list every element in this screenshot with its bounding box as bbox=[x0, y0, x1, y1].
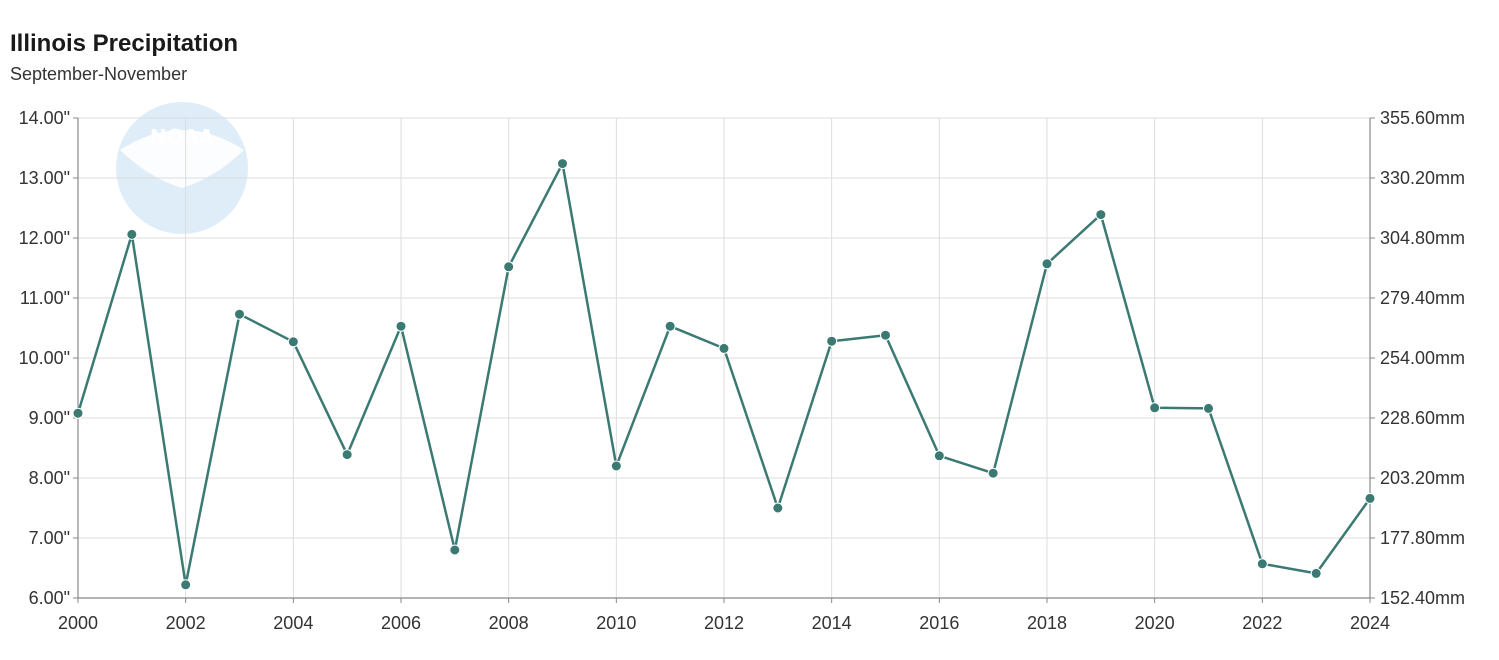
y-tick-label-left: 6.00" bbox=[29, 588, 70, 608]
data-point-2003[interactable] bbox=[234, 308, 245, 320]
x-tick-label: 2000 bbox=[58, 613, 98, 633]
data-point-2002[interactable] bbox=[180, 579, 192, 591]
y-tick-label-right: 203.20mm bbox=[1380, 468, 1465, 488]
y-tick-label-left: 10.00" bbox=[19, 348, 70, 368]
y-tick-label-right: 177.80mm bbox=[1380, 528, 1465, 548]
x-tick-label: 2010 bbox=[596, 613, 636, 633]
y-tick-label-right: 228.60mm bbox=[1380, 408, 1465, 428]
y-tick-label-left: 8.00" bbox=[29, 468, 70, 488]
x-tick-label: 2024 bbox=[1350, 613, 1390, 633]
grid-lines bbox=[77, 117, 1371, 599]
y-tick-label-left: 11.00" bbox=[20, 288, 70, 308]
x-tick-label: 2014 bbox=[812, 613, 852, 633]
data-point-2008[interactable] bbox=[503, 261, 515, 273]
data-point-2011[interactable] bbox=[664, 320, 676, 332]
x-tick-label: 2004 bbox=[273, 613, 313, 633]
data-point-2000[interactable] bbox=[72, 407, 84, 419]
y-tick-label-right: 254.00mm bbox=[1380, 348, 1465, 368]
y-tick-label-left: 12.00" bbox=[19, 228, 70, 248]
data-point-2021[interactable] bbox=[1203, 402, 1214, 414]
tick-labels: 6.00" 152.40mm 7.00" 177.80mm 8.00" 203.20mm 9… bbox=[19, 108, 1465, 633]
data-point-2001[interactable] bbox=[126, 228, 138, 240]
data-point-2006[interactable] bbox=[395, 320, 407, 332]
y-tick-label-right: 304.80mm bbox=[1380, 228, 1465, 248]
data-point-2024[interactable] bbox=[1364, 492, 1376, 504]
data-point-2018[interactable] bbox=[1041, 258, 1053, 270]
data-point-2005[interactable] bbox=[341, 449, 353, 461]
chart-subtitle: September-November bbox=[10, 64, 188, 84]
y-tick-label-left: 7.00" bbox=[29, 528, 70, 548]
data-point-2004[interactable] bbox=[287, 336, 299, 348]
y-tick-label-right: 355.60mm bbox=[1380, 108, 1465, 128]
data-point-2016[interactable] bbox=[933, 450, 945, 462]
data-point-2023[interactable] bbox=[1310, 567, 1322, 579]
x-tick-label: 2018 bbox=[1027, 613, 1067, 633]
data-point-2022[interactable] bbox=[1256, 558, 1268, 570]
axes bbox=[73, 117, 1375, 603]
data-point-2014[interactable] bbox=[826, 335, 838, 347]
data-point-2015[interactable] bbox=[880, 329, 891, 341]
data-point-2019[interactable] bbox=[1095, 209, 1107, 221]
y-tick-label-left: 13.00" bbox=[19, 168, 70, 188]
x-tick-label: 2020 bbox=[1135, 613, 1175, 633]
x-tick-label: 2022 bbox=[1242, 613, 1282, 633]
y-tick-label-right: 330.20mm bbox=[1380, 168, 1465, 188]
data-point-2017[interactable] bbox=[987, 467, 999, 479]
x-tick-label: 2008 bbox=[489, 613, 529, 633]
noaa-logo-text: NOAA bbox=[150, 125, 215, 149]
data-point-2012[interactable] bbox=[718, 342, 730, 354]
x-tick-label: 2002 bbox=[166, 613, 206, 633]
chart-title: Illinois Precipitation bbox=[10, 30, 239, 57]
x-tick-label: 2006 bbox=[381, 613, 421, 633]
data-point-2009[interactable] bbox=[557, 158, 568, 170]
noaa-logo: NOAA bbox=[116, 102, 248, 234]
data-point-2007[interactable] bbox=[449, 544, 461, 556]
x-tick-label: 2016 bbox=[919, 613, 959, 633]
data-point-2020[interactable] bbox=[1149, 402, 1161, 414]
y-tick-label-right: 279.40mm bbox=[1380, 288, 1465, 308]
y-tick-label-left: 14.00" bbox=[19, 108, 70, 128]
x-tick-label: 2012 bbox=[704, 613, 744, 633]
data-point-2013[interactable] bbox=[772, 502, 784, 514]
y-tick-label-left: 9.00" bbox=[29, 408, 70, 428]
data-points bbox=[72, 158, 1376, 591]
data-point-2010[interactable] bbox=[610, 460, 622, 472]
y-tick-label-right: 152.40mm bbox=[1380, 588, 1465, 608]
